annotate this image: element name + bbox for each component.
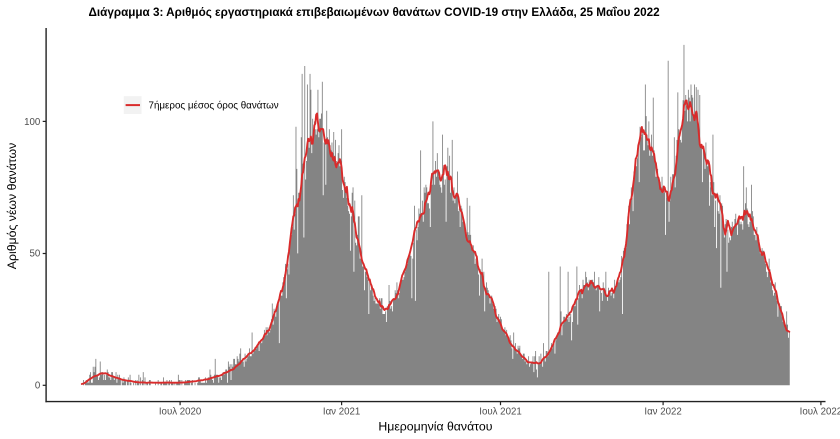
svg-text:Ιουλ 2021: Ιουλ 2021 [479,407,521,418]
svg-text:Ιαν 2021: Ιαν 2021 [323,407,360,418]
svg-text:100: 100 [24,117,41,128]
svg-text:50: 50 [30,249,41,260]
svg-text:Ιουλ 2022: Ιουλ 2022 [800,407,840,418]
svg-text:Ιαν 2022: Ιαν 2022 [644,407,681,418]
svg-text:Ημερομηνία θανάτου: Ημερομηνία θανάτου [378,420,492,434]
svg-text:Ιουλ 2020: Ιουλ 2020 [159,407,202,418]
svg-text:Αριθμός νέων θανάτων: Αριθμός νέων θανάτων [5,143,19,269]
svg-text:7ήμερος μέσος όρος θανάτων: 7ήμερος μέσος όρος θανάτων [149,101,279,112]
svg-text:Διάγραμμα 3: Αριθμός εργαστηρι: Διάγραμμα 3: Αριθμός εργαστηριακά επιβεβ… [89,6,661,19]
svg-text:0: 0 [35,381,41,392]
